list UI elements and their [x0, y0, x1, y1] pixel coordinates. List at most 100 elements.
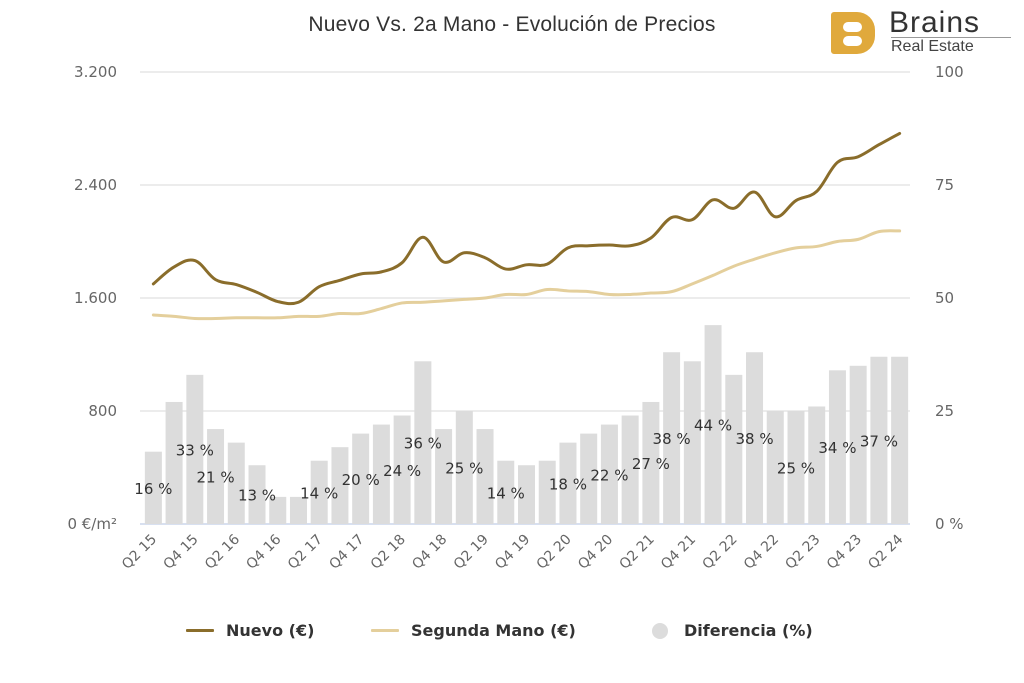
bar-data-label: 25 % [445, 460, 483, 478]
bar-diferencia [766, 411, 784, 524]
x-tick-label: Q4 22 [741, 532, 782, 573]
y-left-tick-label: 1.600 [74, 289, 117, 307]
bar-diferencia [600, 424, 618, 524]
x-tick-label: Q2 18 [368, 532, 409, 573]
x-tick-label: Q2 16 [202, 531, 243, 572]
logo-brand-text: Brains [889, 6, 981, 39]
y-axis-right: 0 % 25 50 75 100 [935, 63, 964, 533]
logo-subtitle: Real Estate [891, 38, 974, 55]
bar-diferencia [497, 460, 515, 524]
bar-diferencia [165, 401, 183, 524]
legend-line-swatch-icon [186, 629, 214, 632]
y-right-tick-label: 50 [935, 289, 954, 307]
y-axis-left: 0 €/m² 800 1.600 2.400 3.200 [67, 63, 117, 533]
bar-diferencia [414, 361, 432, 524]
chat-bubble-icon [843, 36, 862, 46]
x-tick-label: Q2 23 [782, 532, 823, 573]
legend-line-swatch-icon [371, 629, 399, 632]
y-left-tick-label: 0 €/m² [67, 515, 117, 533]
line-series [151, 131, 902, 321]
bar-data-label: 38 % [735, 430, 773, 448]
bar-diferencia [870, 356, 888, 524]
bar-diferencia [808, 406, 826, 524]
brains-logo: Brains Real Estate [831, 6, 1016, 58]
bar-diferencia [186, 374, 204, 524]
legend-circle-swatch-icon [652, 622, 668, 639]
legend-label: Diferencia (%) [684, 621, 813, 640]
bar-data-label: 13 % [238, 487, 276, 505]
bar-diferencia [621, 415, 639, 524]
logo-divider [891, 37, 1011, 38]
legend-label: Nuevo (€) [226, 621, 315, 640]
bar-diferencia [849, 365, 867, 524]
chart-title: Nuevo Vs. 2a Mano - Evolución de Precios [308, 13, 716, 36]
bar-diferencia [642, 401, 660, 524]
bar-diferencia [269, 496, 287, 524]
bar-diferencia [518, 465, 535, 524]
x-tick-label: Q4 21 [658, 532, 699, 573]
legend-item-segunda-mano[interactable]: Segunda Mano (€) [371, 621, 576, 640]
bar-data-label: 14 % [487, 484, 525, 502]
legend-item-diferencia[interactable]: Diferencia (%) [652, 621, 813, 640]
bar-diferencia [289, 496, 307, 524]
bar-data-label: 25 % [777, 460, 815, 478]
x-tick-label: Q2 19 [451, 532, 492, 573]
bar-diferencia [372, 424, 390, 524]
bar-diferencia [891, 356, 909, 524]
bar-diferencia [393, 415, 411, 524]
bar-data-label: 37 % [860, 432, 898, 450]
bar-diferencia [248, 465, 266, 524]
legend-label: Segunda Mano (€) [411, 621, 576, 640]
bar-diferencia [559, 442, 577, 524]
bar-data-label: 24 % [383, 462, 421, 480]
legend: Nuevo (€) Segunda Mano (€) Diferencia (%… [0, 621, 1024, 651]
bar-diferencia [746, 352, 764, 524]
bar-diferencia [435, 429, 453, 524]
logo-b-mark-icon [831, 12, 875, 54]
x-tick-label: Q2 15 [119, 532, 160, 573]
x-tick-label: Q2 17 [285, 532, 326, 573]
bar-data-label: 14 % [300, 484, 338, 502]
bar-diferencia [310, 460, 328, 524]
bar-data-label: 22 % [590, 466, 628, 484]
line-segunda-mano [151, 229, 902, 321]
x-tick-label: Q2 22 [699, 532, 740, 573]
data-labels: 16 %33 %21 %13 % 14 %20 %24 %36 %25 %14 %… [134, 417, 898, 505]
y-right-tick-label: 75 [935, 176, 954, 194]
bar-diferencia [352, 433, 370, 524]
legend-item-nuevo[interactable]: Nuevo (€) [186, 621, 314, 640]
bar-data-label: 27 % [632, 455, 670, 473]
bar-data-label: 33 % [176, 441, 214, 459]
bar-data-label: 44 % [694, 417, 732, 435]
y-left-tick-label: 3.200 [74, 63, 117, 81]
x-tick-label: Q4 17 [326, 532, 367, 573]
bar-series-diferencia [144, 325, 909, 524]
bar-data-label: 20 % [342, 471, 380, 489]
y-left-tick-label: 2.400 [74, 176, 117, 194]
x-tick-label: Q4 20 [575, 532, 616, 573]
bar-diferencia [725, 374, 743, 524]
bar-diferencia [704, 325, 722, 524]
x-tick-label: Q2 21 [617, 532, 658, 573]
bar-diferencia [227, 442, 245, 524]
x-tick-label: Q4 19 [492, 532, 533, 573]
x-tick-label: Q4 18 [409, 532, 450, 573]
x-tick-label: Q2 24 [865, 531, 906, 572]
x-tick-label: Q4 16 [243, 531, 284, 572]
bar-diferencia [476, 429, 494, 524]
bar-data-label: 38 % [653, 430, 691, 448]
bar-data-label: 16 % [134, 480, 172, 498]
bar-diferencia [455, 411, 473, 524]
bar-data-label: 21 % [196, 469, 234, 487]
bar-diferencia [207, 429, 225, 524]
x-tick-label: Q4 15 [160, 532, 201, 573]
chat-bubble-icon [843, 22, 862, 32]
bar-data-label: 18 % [549, 475, 587, 493]
bar-data-label: 36 % [404, 435, 442, 453]
y-right-tick-label: 100 [935, 63, 964, 81]
bar-data-label: 34 % [818, 439, 856, 457]
bar-diferencia [144, 451, 162, 524]
y-right-tick-label: 25 [935, 402, 954, 420]
bar-diferencia [683, 361, 701, 524]
